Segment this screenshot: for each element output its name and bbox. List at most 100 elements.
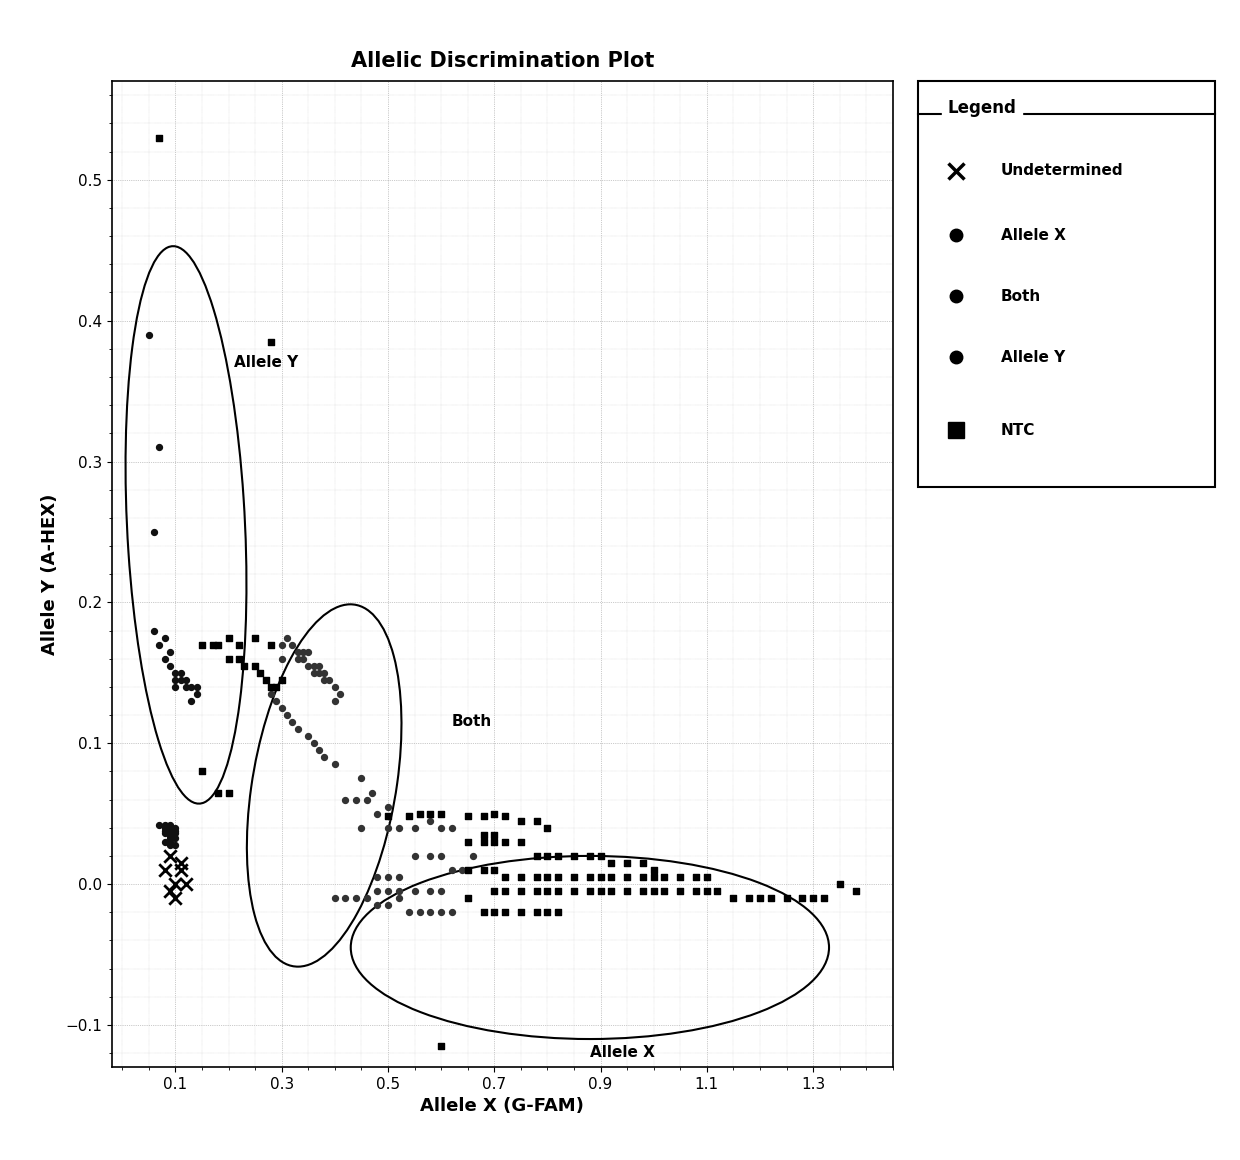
- Point: [267, 691, 286, 710]
- Point: [432, 819, 451, 838]
- Point: [187, 677, 207, 696]
- Point: [750, 889, 770, 907]
- Point: [564, 847, 584, 865]
- Point: [367, 882, 387, 900]
- X-axis label: Allele X (G-FAM): Allele X (G-FAM): [420, 1097, 584, 1116]
- Point: [283, 712, 303, 732]
- Point: [580, 882, 600, 900]
- Point: [155, 815, 175, 834]
- Point: [314, 748, 334, 767]
- Point: [527, 847, 547, 865]
- Point: [644, 882, 663, 900]
- Point: [218, 629, 238, 647]
- Point: [485, 861, 505, 879]
- Point: [618, 868, 637, 886]
- Point: [160, 882, 180, 900]
- Point: [601, 882, 621, 900]
- Point: [202, 636, 222, 654]
- Text: Allele Y: Allele Y: [1001, 350, 1065, 364]
- Point: [171, 664, 191, 682]
- Point: [160, 821, 180, 840]
- Point: [548, 902, 568, 921]
- Point: [495, 902, 515, 921]
- Point: [441, 819, 461, 838]
- Point: [299, 727, 319, 746]
- Point: [155, 824, 175, 842]
- Point: [160, 819, 180, 838]
- Point: [155, 821, 175, 840]
- Point: [548, 868, 568, 886]
- Point: [262, 636, 281, 654]
- Point: [723, 889, 743, 907]
- Point: [165, 828, 185, 847]
- Point: [160, 835, 180, 854]
- Point: [176, 677, 196, 696]
- Point: [548, 847, 568, 865]
- Point: [776, 889, 796, 907]
- Point: [527, 882, 547, 900]
- Point: [165, 835, 185, 854]
- Point: [208, 636, 228, 654]
- Point: [150, 129, 170, 147]
- Point: [325, 889, 345, 907]
- Point: [272, 636, 291, 654]
- Point: [250, 664, 270, 682]
- Point: [495, 833, 515, 851]
- Point: [181, 677, 201, 696]
- Point: [229, 636, 249, 654]
- Point: [160, 833, 180, 851]
- Point: [537, 902, 557, 921]
- Point: [432, 882, 451, 900]
- Point: [160, 657, 180, 675]
- Point: [150, 636, 170, 654]
- Point: [171, 670, 191, 689]
- Point: [288, 650, 308, 668]
- Point: [304, 657, 324, 675]
- Point: [564, 882, 584, 900]
- Point: [155, 833, 175, 851]
- Point: [527, 902, 547, 921]
- Point: [474, 902, 494, 921]
- Point: [165, 819, 185, 838]
- Point: [590, 868, 610, 886]
- Point: [527, 868, 547, 886]
- Point: [336, 889, 356, 907]
- Point: [267, 677, 286, 696]
- Point: [288, 720, 308, 739]
- Point: [330, 684, 350, 703]
- Point: [590, 847, 610, 865]
- Point: [150, 815, 170, 834]
- Point: [739, 889, 759, 907]
- Point: [410, 804, 430, 822]
- Point: [160, 847, 180, 865]
- Point: [474, 861, 494, 879]
- Point: [474, 807, 494, 826]
- Point: [432, 847, 451, 865]
- Point: [458, 807, 477, 826]
- Point: [404, 847, 424, 865]
- Point: [314, 664, 334, 682]
- Point: [804, 889, 823, 907]
- Point: [590, 882, 610, 900]
- Point: [485, 833, 505, 851]
- Point: [537, 847, 557, 865]
- Point: [432, 804, 451, 822]
- Point: [155, 819, 175, 838]
- Text: NTC: NTC: [1001, 423, 1035, 437]
- Point: [150, 438, 170, 457]
- Point: [160, 828, 180, 847]
- Point: [351, 769, 371, 788]
- Point: [474, 833, 494, 851]
- Point: [655, 868, 675, 886]
- Point: [155, 861, 175, 879]
- Point: [165, 875, 185, 893]
- Text: Undetermined: Undetermined: [1001, 164, 1123, 177]
- Point: [262, 333, 281, 351]
- Point: [277, 705, 296, 724]
- Point: [378, 896, 398, 914]
- Point: [176, 670, 196, 689]
- Point: [458, 889, 477, 907]
- Point: [511, 902, 531, 921]
- Point: [272, 698, 291, 717]
- Text: Both: Both: [451, 715, 492, 730]
